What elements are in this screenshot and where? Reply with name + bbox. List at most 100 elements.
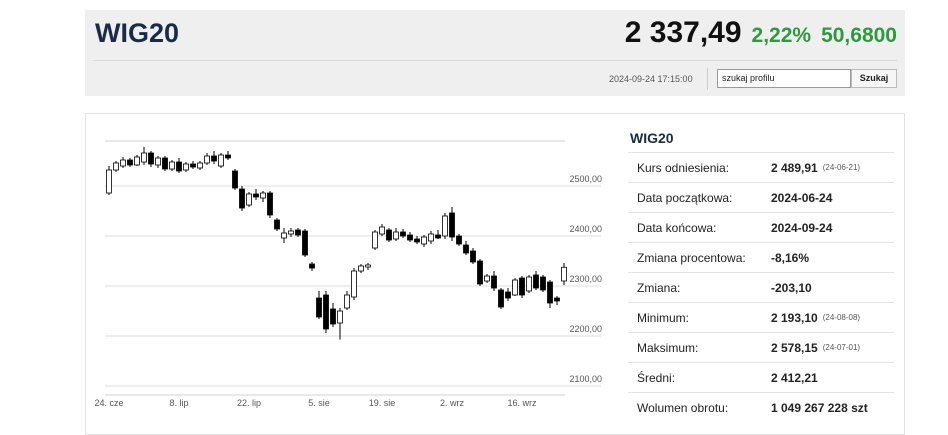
- candle-body: [309, 263, 315, 269]
- candle-body: [484, 275, 490, 282]
- quote: 2 337,49 2,22% 50,6800: [625, 16, 897, 50]
- candle-body: [169, 161, 175, 170]
- stats-row: Kurs odniesienia: 2 489,91 (24-06-21): [628, 152, 894, 182]
- candle-body: [246, 193, 252, 206]
- x-tick-label: 2. wrz: [440, 398, 465, 408]
- change-pct: 2,22%: [751, 24, 812, 47]
- candle-body: [106, 169, 112, 194]
- candle-body: [267, 192, 273, 216]
- candle-body: [421, 236, 427, 245]
- candle-body: [351, 270, 357, 298]
- separator: [93, 60, 897, 61]
- candle-body: [302, 230, 308, 256]
- stats-row: Maksimum: 2 578,15 (24-07-01): [628, 332, 894, 362]
- stat-value: 2 489,91: [771, 160, 818, 175]
- y-tick-label: 2100,00: [569, 374, 602, 384]
- candle-body: [176, 161, 182, 172]
- candle-body: [211, 155, 217, 162]
- search-input[interactable]: szukaj profilu: [717, 69, 851, 88]
- candle-body: [358, 265, 364, 272]
- candle-body: [533, 274, 539, 289]
- candle-body: [218, 154, 224, 167]
- candle-body: [127, 159, 133, 166]
- candle-body: [337, 310, 343, 324]
- candle-body: [113, 162, 119, 171]
- candle-body: [344, 294, 350, 309]
- candle-body: [470, 250, 476, 263]
- price: 2 337,49: [624, 16, 742, 49]
- stat-value: 2 412,21: [771, 370, 818, 385]
- stat-value: 2024-09-24: [771, 220, 833, 235]
- candle-body: [134, 156, 140, 166]
- header: WIG20 2 337,49 2,22% 50,6800 2024-09-24 17…: [85, 10, 905, 96]
- timestamp: 2024-09-24 17:15:00: [609, 74, 693, 84]
- candle-body: [491, 275, 497, 289]
- candle-body: [162, 157, 168, 170]
- candle-body: [393, 231, 399, 240]
- x-tick-label: 16. wrz: [507, 398, 537, 408]
- stats-rows: Kurs odniesienia: 2 489,91 (24-06-21) Data …: [628, 152, 894, 422]
- candle-body: [505, 291, 511, 299]
- y-tick-label: 2200,00: [569, 324, 602, 334]
- candle-body: [386, 229, 392, 241]
- candle-body: [547, 281, 553, 304]
- candle-body: [190, 163, 196, 168]
- stats-row: Średni: 2 412,21: [628, 362, 894, 392]
- candle-body: [204, 155, 210, 164]
- candle-body: [540, 276, 546, 291]
- candle-body: [260, 192, 266, 199]
- stat-label: Data końcowa:: [637, 220, 717, 235]
- y-tick-label: 2400,00: [569, 224, 602, 234]
- candle-body: [512, 279, 518, 296]
- search-button[interactable]: Szukaj: [851, 69, 897, 88]
- candle-body: [253, 193, 259, 198]
- stat-value: 2 578,15: [771, 340, 818, 355]
- separator: [707, 68, 708, 90]
- candle-body: [442, 215, 448, 237]
- stats-row: Minimum: 2 193,10 (24-08-08): [628, 302, 894, 332]
- x-tick-label: 24. cze: [95, 398, 124, 408]
- candle-body: [330, 308, 336, 325]
- index-title: WIG20: [95, 18, 180, 48]
- stat-label: Maksimum:: [637, 340, 699, 355]
- stat-value: 2 193,10: [771, 310, 818, 325]
- x-tick-label: 19. sie: [369, 398, 396, 408]
- candle-body: [239, 188, 245, 209]
- candle-body: [288, 230, 294, 235]
- x-tick-label: 22. lip: [237, 398, 261, 408]
- candle-body: [183, 163, 189, 171]
- x-tick-label: 5. sie: [308, 398, 330, 408]
- stats-row: Zmiana procentowa: -8,16%: [628, 242, 894, 272]
- candle-body: [316, 297, 322, 318]
- candle-body: [365, 264, 371, 268]
- candle-body: [407, 234, 413, 241]
- stats-row: Data początkowa: 2024-06-24: [628, 182, 894, 212]
- stat-value: -8,16%: [771, 250, 810, 265]
- stat-label: Zmiana procentowa:: [637, 250, 746, 265]
- candle-body: [456, 235, 462, 245]
- stat-note: (24-07-01): [822, 343, 861, 352]
- candle-body: [372, 231, 378, 249]
- candle-body: [428, 233, 434, 242]
- candle-body: [498, 289, 504, 308]
- stats-row: Wolumen obrotu: 1 049 267 228 szt: [628, 392, 894, 422]
- stat-label: Data początkowa:: [637, 190, 733, 205]
- candle-body: [148, 152, 154, 165]
- candle-body: [225, 154, 231, 159]
- candle-body: [526, 276, 532, 292]
- candle-body: [449, 212, 455, 238]
- change: 50,6800: [821, 24, 897, 47]
- candle-body: [281, 232, 287, 239]
- y-tick-label: 2300,00: [569, 274, 602, 284]
- candle-body: [414, 238, 420, 243]
- candle-body: [463, 244, 469, 254]
- candle-body: [155, 157, 161, 166]
- stat-value: 1 049 267 228 szt: [771, 400, 868, 415]
- stat-note: (24-06-21): [822, 163, 861, 172]
- stats-title: WIG20: [630, 130, 674, 146]
- candle-body: [323, 294, 329, 330]
- stats-table: WIG20 Kurs odniesienia: 2 489,91 (24-06-21…: [628, 130, 894, 422]
- stat-label: Kurs odniesienia:: [637, 160, 730, 175]
- y-tick-label: 2500,00: [569, 174, 602, 184]
- candle-body: [477, 260, 483, 285]
